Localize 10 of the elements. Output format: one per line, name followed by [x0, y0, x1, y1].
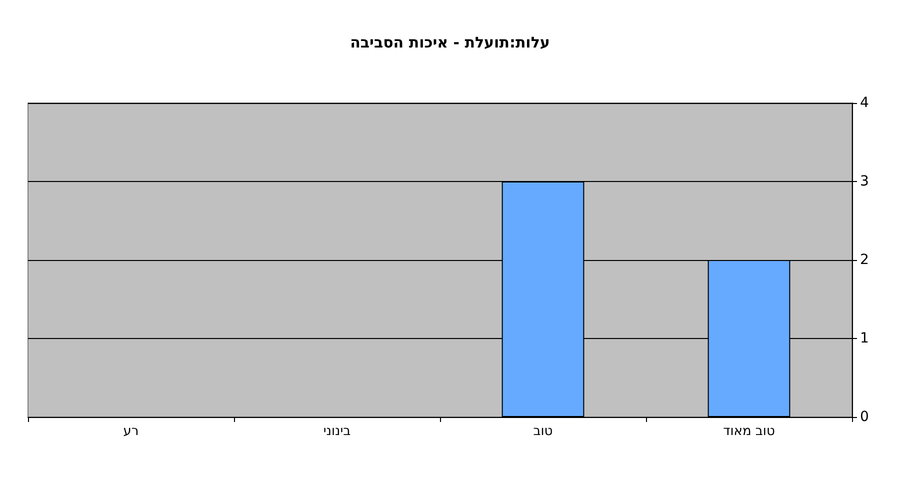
- y-tick-label: 0: [860, 409, 869, 425]
- x-tick-label: טוב מאוד: [723, 424, 775, 439]
- y-tick-label: 1: [860, 330, 869, 346]
- y-tick-label: 4: [860, 95, 869, 111]
- x-tick-label: טוב: [533, 424, 553, 439]
- x-tick-label: בינוני: [323, 424, 351, 439]
- y-tick-label: 2: [860, 252, 869, 268]
- y-tick-label: 3: [860, 174, 869, 190]
- x-tick-label: רע: [123, 424, 139, 439]
- chart-title: עלות:תועלת - איכות הסביבה: [350, 34, 550, 52]
